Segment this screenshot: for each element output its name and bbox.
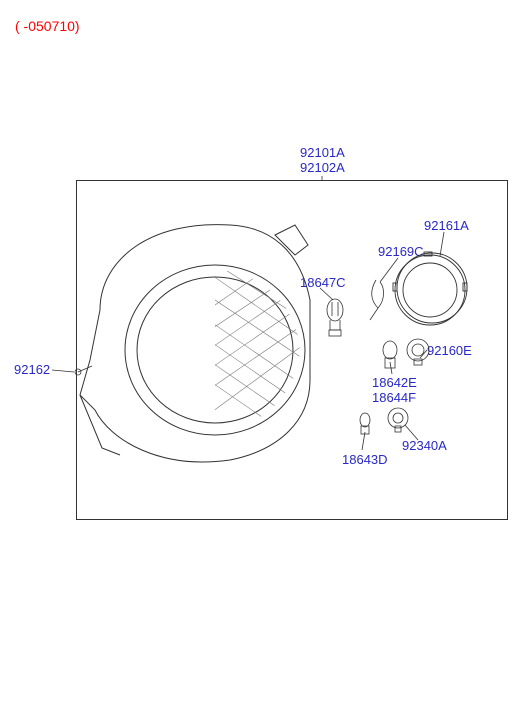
diagram-drawing — [0, 0, 532, 727]
